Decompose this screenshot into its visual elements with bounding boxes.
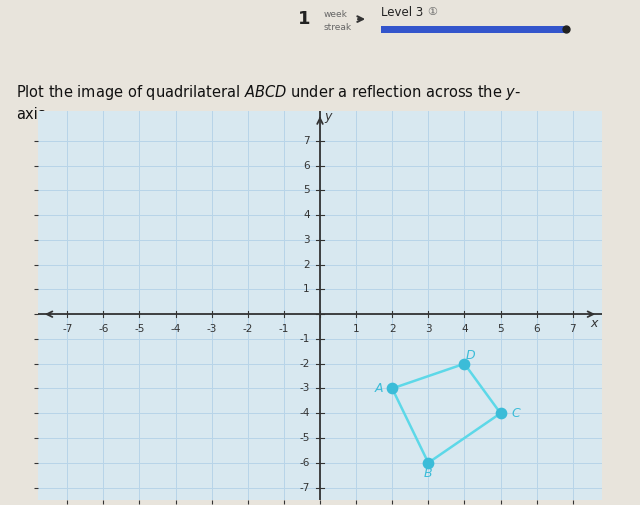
Text: 5: 5 — [303, 185, 310, 195]
Text: -6: -6 — [300, 458, 310, 468]
Text: 3: 3 — [303, 235, 310, 245]
Text: week: week — [323, 11, 347, 20]
Text: -5: -5 — [134, 324, 145, 334]
Text: streak: streak — [323, 23, 351, 32]
Point — [387, 384, 397, 392]
Text: 3: 3 — [425, 324, 431, 334]
Point — [460, 360, 470, 368]
Text: -6: -6 — [98, 324, 109, 334]
Text: 5: 5 — [497, 324, 504, 334]
Text: C: C — [511, 407, 520, 420]
Text: 6: 6 — [303, 161, 310, 171]
Text: x: x — [591, 317, 598, 330]
Text: -3: -3 — [207, 324, 217, 334]
Text: y: y — [324, 110, 332, 123]
Text: -1: -1 — [300, 334, 310, 344]
Text: 7: 7 — [570, 324, 576, 334]
Text: -2: -2 — [243, 324, 253, 334]
Text: -3: -3 — [300, 383, 310, 393]
Text: 7: 7 — [303, 136, 310, 146]
Text: -4: -4 — [300, 408, 310, 418]
Bar — [381, 26, 566, 33]
Text: Plot the image of quadrilateral $ABCD$ under a reflection across the $y$-
axis.: Plot the image of quadrilateral $ABCD$ u… — [16, 83, 521, 122]
Text: -7: -7 — [62, 324, 72, 334]
Text: -7: -7 — [300, 483, 310, 492]
Text: Level 3: Level 3 — [381, 6, 423, 19]
Point — [495, 409, 506, 417]
Text: 1: 1 — [353, 324, 360, 334]
Text: 6: 6 — [533, 324, 540, 334]
Text: 4: 4 — [303, 210, 310, 220]
Text: -5: -5 — [300, 433, 310, 443]
Point — [423, 459, 433, 467]
Text: 2: 2 — [303, 260, 310, 270]
Text: -2: -2 — [300, 359, 310, 369]
Text: 2: 2 — [389, 324, 396, 334]
Text: ①: ① — [428, 7, 438, 17]
Text: -1: -1 — [278, 324, 289, 334]
Text: 1: 1 — [298, 10, 310, 28]
Text: A: A — [374, 382, 383, 395]
Text: D: D — [466, 349, 476, 362]
Text: 1: 1 — [303, 284, 310, 294]
Text: -4: -4 — [170, 324, 180, 334]
Text: 4: 4 — [461, 324, 468, 334]
Text: B: B — [424, 468, 433, 480]
